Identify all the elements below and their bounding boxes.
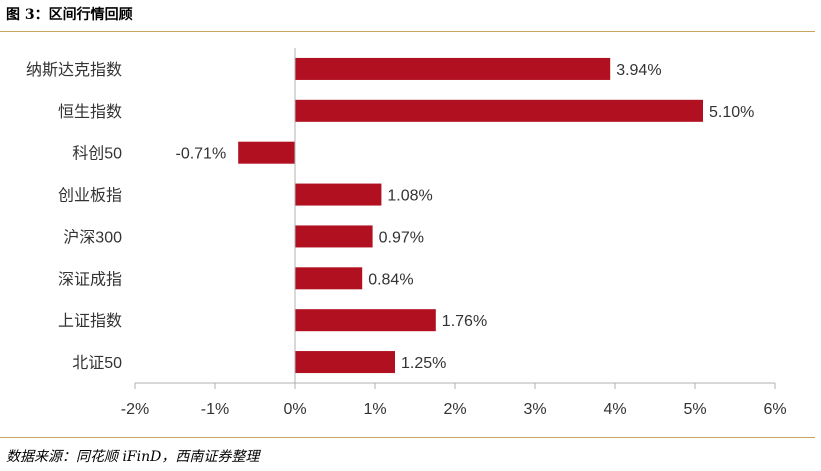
category-label: 沪深300 (63, 228, 122, 246)
x-tick-label: 0% (283, 401, 306, 418)
bar (295, 309, 436, 332)
x-tick-label: -2% (121, 401, 149, 418)
bar (295, 57, 611, 80)
x-tick-label: 3% (523, 401, 546, 418)
x-tick-label: 5% (683, 401, 706, 418)
category-label: 北证50 (72, 354, 122, 372)
category-label: 恒生指数 (58, 103, 122, 121)
bar (295, 225, 373, 248)
data-label: 1.76% (442, 313, 487, 330)
data-label: -0.71% (175, 146, 226, 163)
header-rule (0, 31, 815, 32)
x-tick-label: 2% (443, 401, 466, 418)
x-axis: -2% -1% 0% 1% 2% 3% 4% 5% 6% (121, 48, 787, 418)
x-tick-label: 4% (603, 401, 626, 418)
category-label: 创业板指 (58, 187, 122, 205)
data-label: 0.84% (368, 271, 413, 288)
bar (295, 267, 363, 290)
bar (295, 183, 382, 206)
category-label: 上证指数 (58, 312, 122, 330)
data-label: 3.94% (616, 62, 661, 79)
bar (295, 351, 395, 374)
bars-group (238, 57, 703, 374)
data-label: 0.97% (379, 229, 424, 246)
source-note: 数据来源：同花顺 iFinD，西南证券整理 (6, 449, 260, 465)
bar (238, 141, 295, 164)
x-tick-label: 1% (363, 401, 386, 418)
category-label: 纳斯达克指数 (26, 61, 122, 79)
data-label: 5.10% (709, 104, 754, 121)
footer-rule (0, 437, 815, 438)
x-tick-label: 6% (763, 401, 786, 418)
figure-header: 图 3：区间行情回顾 (6, 7, 133, 23)
category-label: 深证成指 (58, 270, 122, 288)
bar (295, 99, 703, 122)
x-tick-label: -1% (201, 401, 229, 418)
data-label: 1.25% (401, 355, 446, 372)
data-labels-group: 3.94% 5.10% -0.71% 1.08% 0.97% 0.84% 1.76% 1.25… (175, 62, 754, 372)
category-label: 科创50 (72, 145, 122, 163)
data-label: 1.08% (387, 188, 432, 205)
